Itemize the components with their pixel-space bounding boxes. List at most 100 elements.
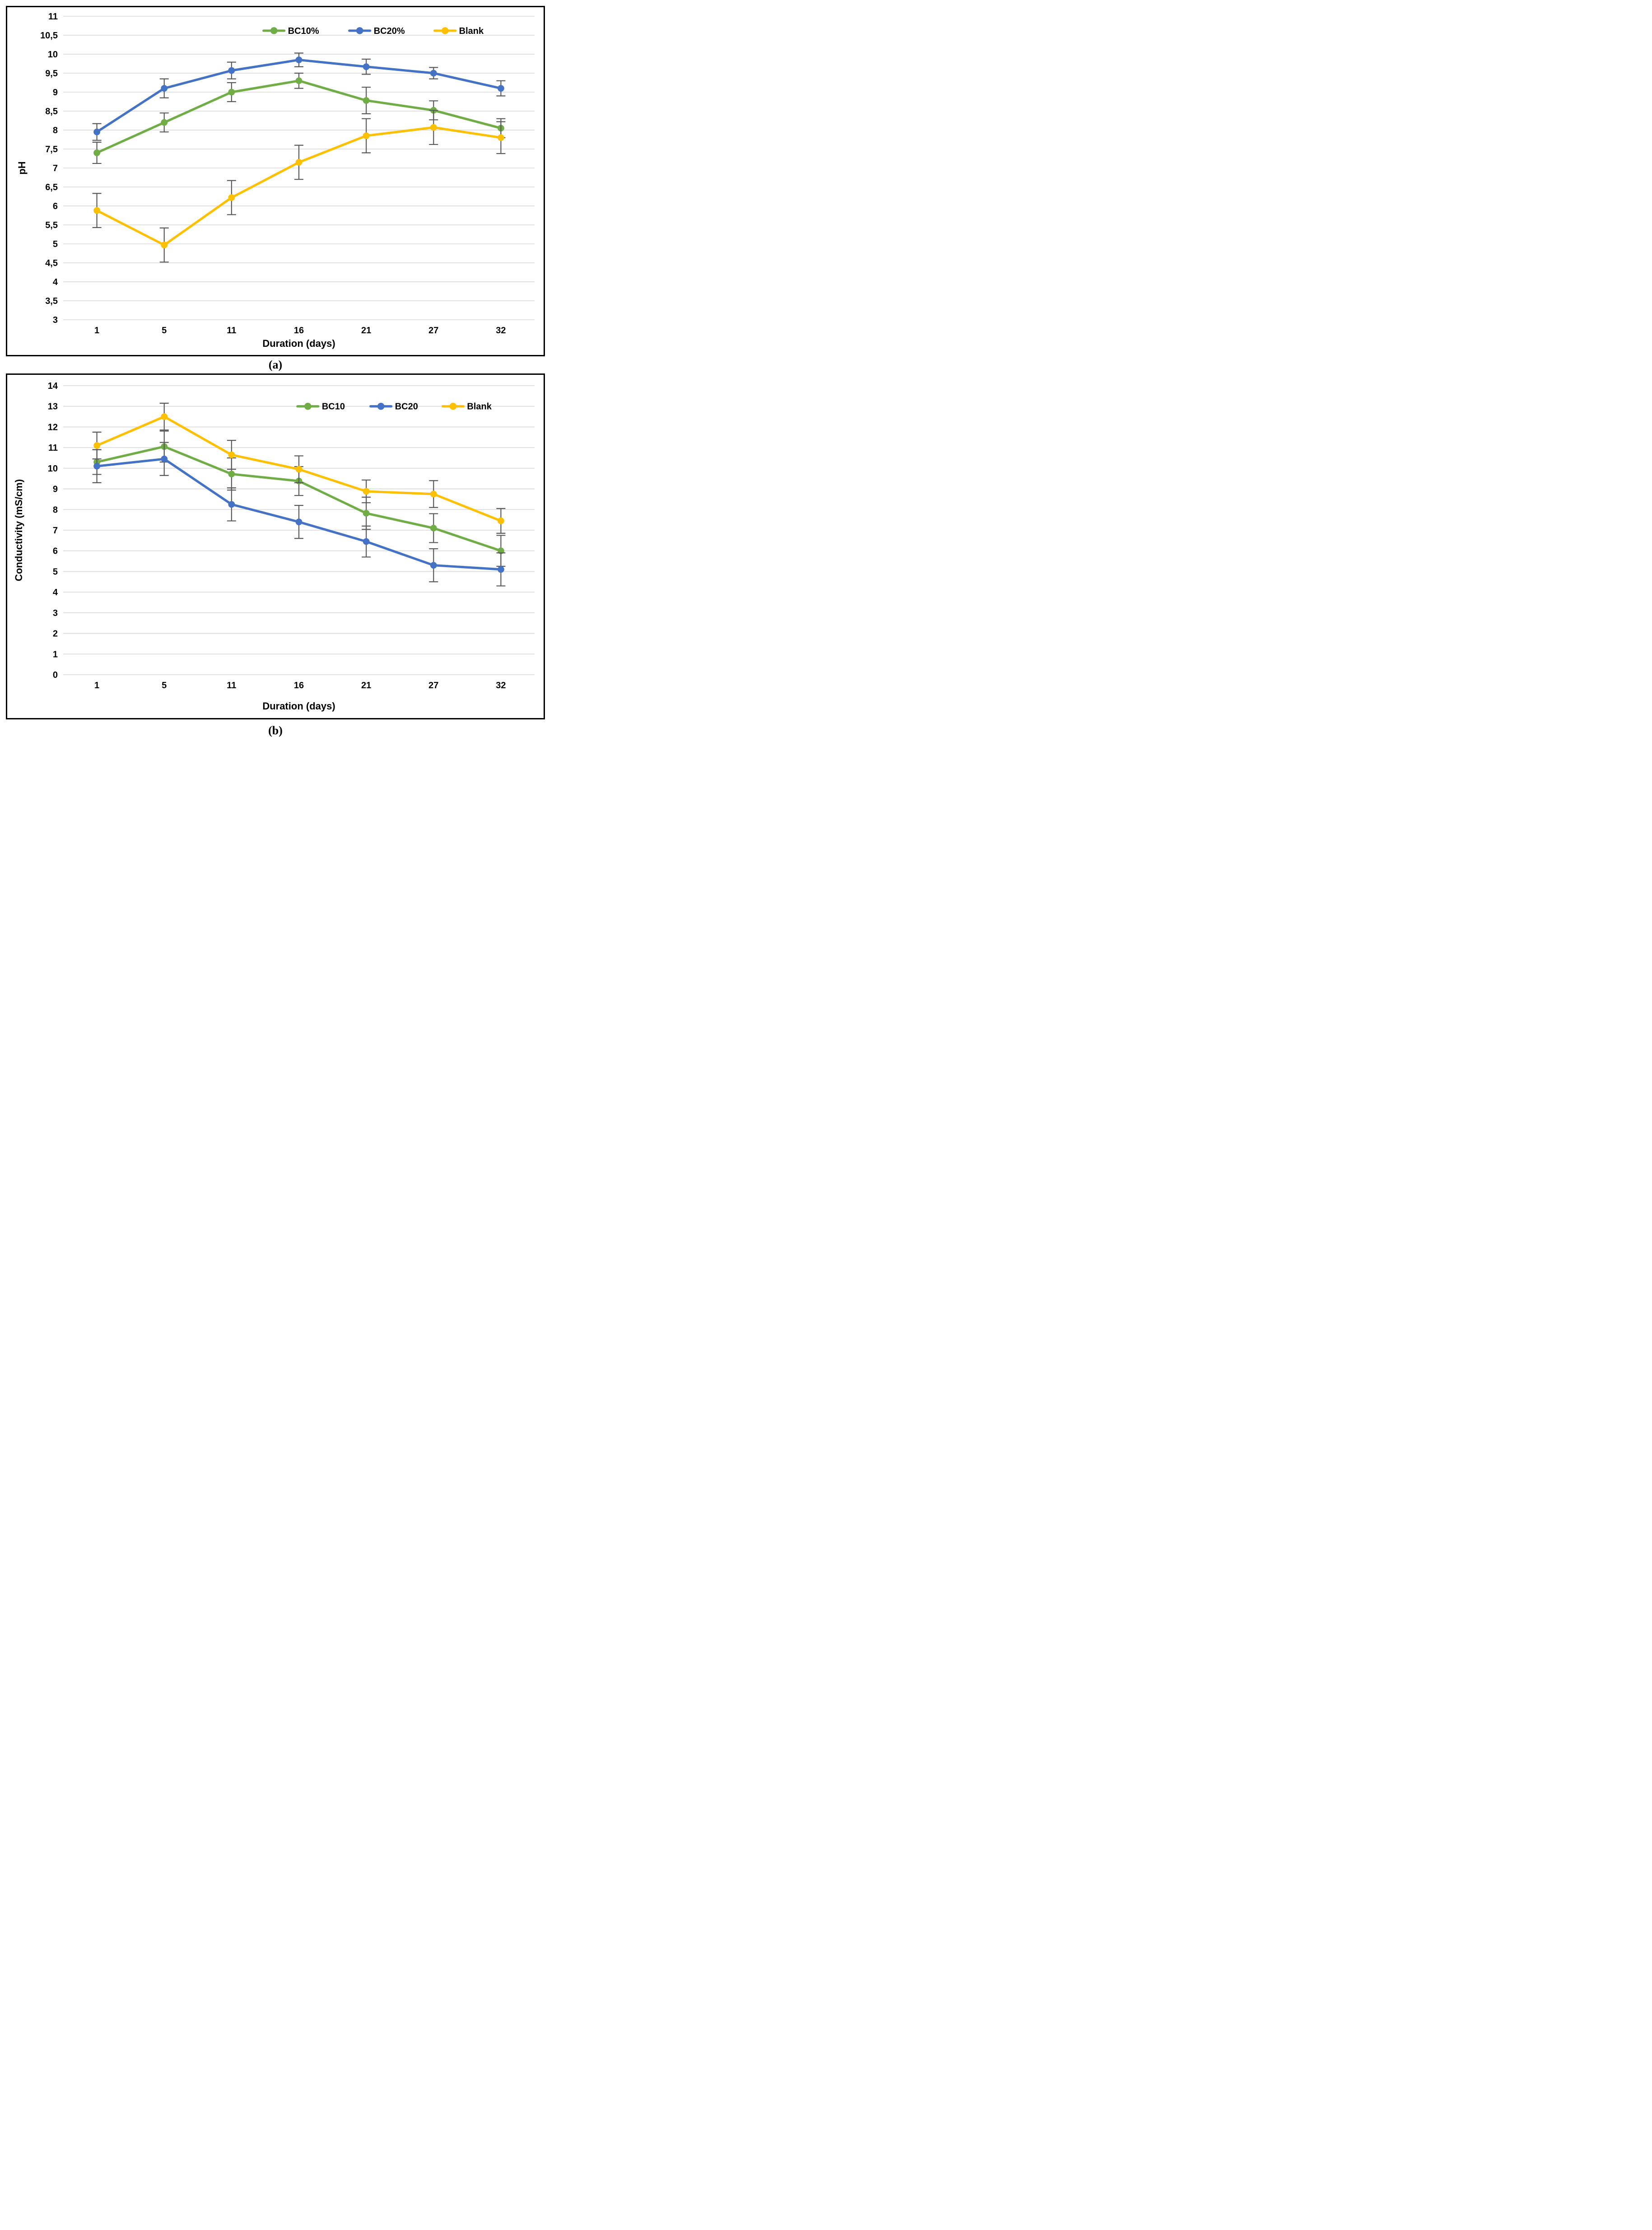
- y-tick-label: 8: [53, 126, 58, 135]
- chart-a-panel: 11 10,5 10 9,5 9 8,5 8 7,5 7 6,5 6 5,5 5 4,5 4 3,5 3 1 5 11…: [6, 6, 545, 356]
- data-point-marker: [93, 442, 100, 449]
- y-tick-label: 6: [53, 201, 58, 211]
- series-Blank: [92, 402, 506, 534]
- data-point-marker: [161, 413, 168, 420]
- data-point-marker: [295, 466, 302, 473]
- x-tick-label: 16: [294, 681, 304, 690]
- data-point-marker: [430, 562, 437, 569]
- x-tick-label: 11: [227, 681, 236, 690]
- y-tick-label: 10,5: [40, 31, 58, 41]
- legend-marker-dot-icon: [377, 402, 385, 410]
- series-Blank: [92, 110, 506, 263]
- y-tick-label: 3: [53, 315, 58, 325]
- legend-marker-dot-icon: [441, 27, 449, 34]
- data-point-marker: [363, 488, 370, 495]
- y-tick-label: 5: [53, 239, 58, 249]
- data-point-marker: [161, 119, 168, 126]
- data-point-marker: [228, 501, 235, 508]
- y-tick-label: 7,5: [45, 145, 58, 154]
- data-point-marker: [228, 89, 235, 96]
- y-tick-label: 10: [48, 50, 58, 60]
- data-point-marker: [161, 242, 168, 248]
- data-point-marker: [228, 67, 235, 74]
- y-tick-label: 8: [53, 505, 58, 515]
- x-tick-label: 5: [162, 681, 167, 690]
- legend-marker-dot-icon: [449, 402, 457, 410]
- x-tick-label: 11: [227, 326, 236, 336]
- x-tick-label: 1: [94, 681, 99, 690]
- y-tick-label: 5: [53, 567, 58, 577]
- y-tick-label: 6,5: [45, 182, 58, 192]
- legend-label: BC10: [322, 402, 345, 412]
- y-tick-label: 14: [48, 381, 58, 391]
- legend-label: Blank: [459, 26, 484, 36]
- data-point-marker: [228, 194, 235, 201]
- y-tick-label: 8,5: [45, 107, 58, 117]
- legend-label: BC20: [395, 402, 418, 412]
- y-tick-label: 9,5: [45, 69, 58, 79]
- legend-label: Blank: [467, 402, 492, 412]
- data-point-marker: [498, 566, 504, 573]
- chart-a-legend: BC10% BC20% Blank: [262, 26, 484, 36]
- y-tick-label: 3: [53, 608, 58, 618]
- data-point-marker: [93, 462, 100, 470]
- y-axis-title: pH: [16, 161, 28, 174]
- x-tick-label: 5: [162, 326, 167, 336]
- y-axis-title: Conductivity (mS/cm): [13, 479, 24, 581]
- chart-a-canvas: 11 10,5 10 9,5 9 8,5 8 7,5 7 6,5 6 5,5 5 4,5 4 3,5 3 1 5 11…: [16, 12, 535, 349]
- legend-item: BC20: [369, 402, 418, 412]
- y-tick-label: 11: [48, 12, 58, 22]
- y-tick-label: 9: [53, 485, 58, 495]
- y-tick-label: 12: [48, 422, 58, 432]
- data-point-marker: [228, 471, 235, 478]
- legend-item: Blank: [433, 26, 484, 36]
- data-point-marker: [498, 134, 504, 141]
- y-tick-label: 6: [53, 546, 58, 556]
- legend-item: BC10%: [262, 26, 319, 36]
- series-BC20%: [92, 52, 506, 141]
- legend-marker-dot-icon: [304, 402, 312, 410]
- data-point-marker: [430, 124, 437, 131]
- data-point-marker: [363, 538, 370, 545]
- y-tick-label: 9: [53, 88, 58, 98]
- data-point-marker: [430, 525, 437, 532]
- y-tick-label: 7: [53, 526, 58, 536]
- chart-b-panel: 14 13 12 11 10 9 8 7 6 5 4 3 2 1 0 1 5 11 16 21 27 32 Duration…: [6, 373, 545, 719]
- y-tick-label: 2: [53, 629, 58, 639]
- y-tick-label: 11: [48, 443, 58, 453]
- legend-label: BC10%: [288, 26, 319, 36]
- figure: 11 10,5 10 9,5 9 8,5 8 7,5 7 6,5 6 5,5 5 4,5 4 3,5 3 1 5 11…: [0, 0, 551, 743]
- caption-b: (b): [268, 724, 283, 737]
- y-tick-label: 4: [53, 588, 58, 597]
- x-tick-label: 27: [428, 681, 438, 690]
- x-tick-label: 21: [361, 681, 371, 690]
- data-point-marker: [295, 77, 302, 84]
- x-tick-label: 16: [294, 326, 304, 336]
- x-tick-label: 1: [94, 326, 99, 336]
- data-point-marker: [498, 518, 504, 524]
- y-tick-label: 10: [48, 464, 58, 474]
- data-point-marker: [430, 70, 437, 77]
- x-tick-label: 32: [496, 326, 506, 336]
- y-tick-label: 5,5: [45, 220, 58, 230]
- data-point-marker: [430, 490, 437, 498]
- x-tick-label: 32: [496, 681, 506, 690]
- data-point-marker: [498, 85, 504, 92]
- y-tick-label: 4: [53, 277, 58, 287]
- data-point-marker: [363, 63, 370, 70]
- data-point-marker: [363, 132, 370, 139]
- data-point-marker: [363, 510, 370, 517]
- data-point-marker: [161, 85, 168, 92]
- series-BC20: [92, 442, 506, 587]
- y-tick-label: 7: [53, 163, 58, 173]
- series-line: [95, 58, 503, 133]
- legend-label: BC20%: [374, 26, 405, 36]
- data-point-marker: [295, 159, 302, 166]
- y-tick-label: 1: [53, 649, 58, 659]
- x-axis-title: Duration (days): [262, 338, 335, 349]
- legend-item: BC20%: [348, 26, 405, 36]
- y-tick-label: 3,5: [45, 296, 58, 306]
- chart-b-legend: BC10 BC20 Blank: [296, 402, 492, 412]
- y-tick-label: 13: [48, 402, 58, 412]
